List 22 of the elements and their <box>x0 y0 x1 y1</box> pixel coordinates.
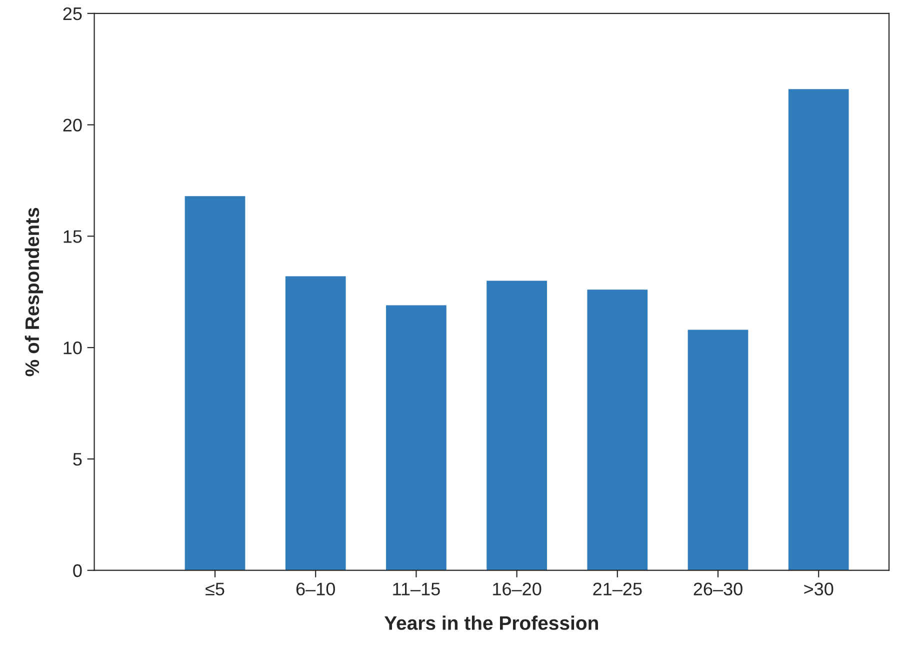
x-tick-label: >30 <box>804 582 834 596</box>
bar <box>688 330 748 570</box>
x-tick-label: ≤5 <box>206 582 224 596</box>
bar <box>285 276 346 570</box>
x-tick-label: 16–20 <box>493 582 542 596</box>
y-tick-label: 0 <box>73 564 82 578</box>
x-tick-label: 6–10 <box>296 582 335 596</box>
x-axis-title: Years in the Profession <box>384 616 598 630</box>
y-tick-label: 15 <box>64 230 82 243</box>
y-tick-label: 10 <box>64 342 82 354</box>
bar <box>486 280 547 570</box>
bar <box>386 305 446 570</box>
y-tick-label: 5 <box>73 453 82 466</box>
x-tick-label: 11–15 <box>393 582 440 596</box>
y-tick-label: 25 <box>63 7 82 20</box>
x-tick-label: 21–25 <box>593 582 642 596</box>
y-axis-title: % of Respondents <box>24 208 43 376</box>
x-tick-label: 26–30 <box>694 582 742 596</box>
bar <box>587 290 648 570</box>
bar <box>184 196 246 570</box>
y-tick-label: 20 <box>63 118 82 132</box>
bar <box>788 89 849 570</box>
